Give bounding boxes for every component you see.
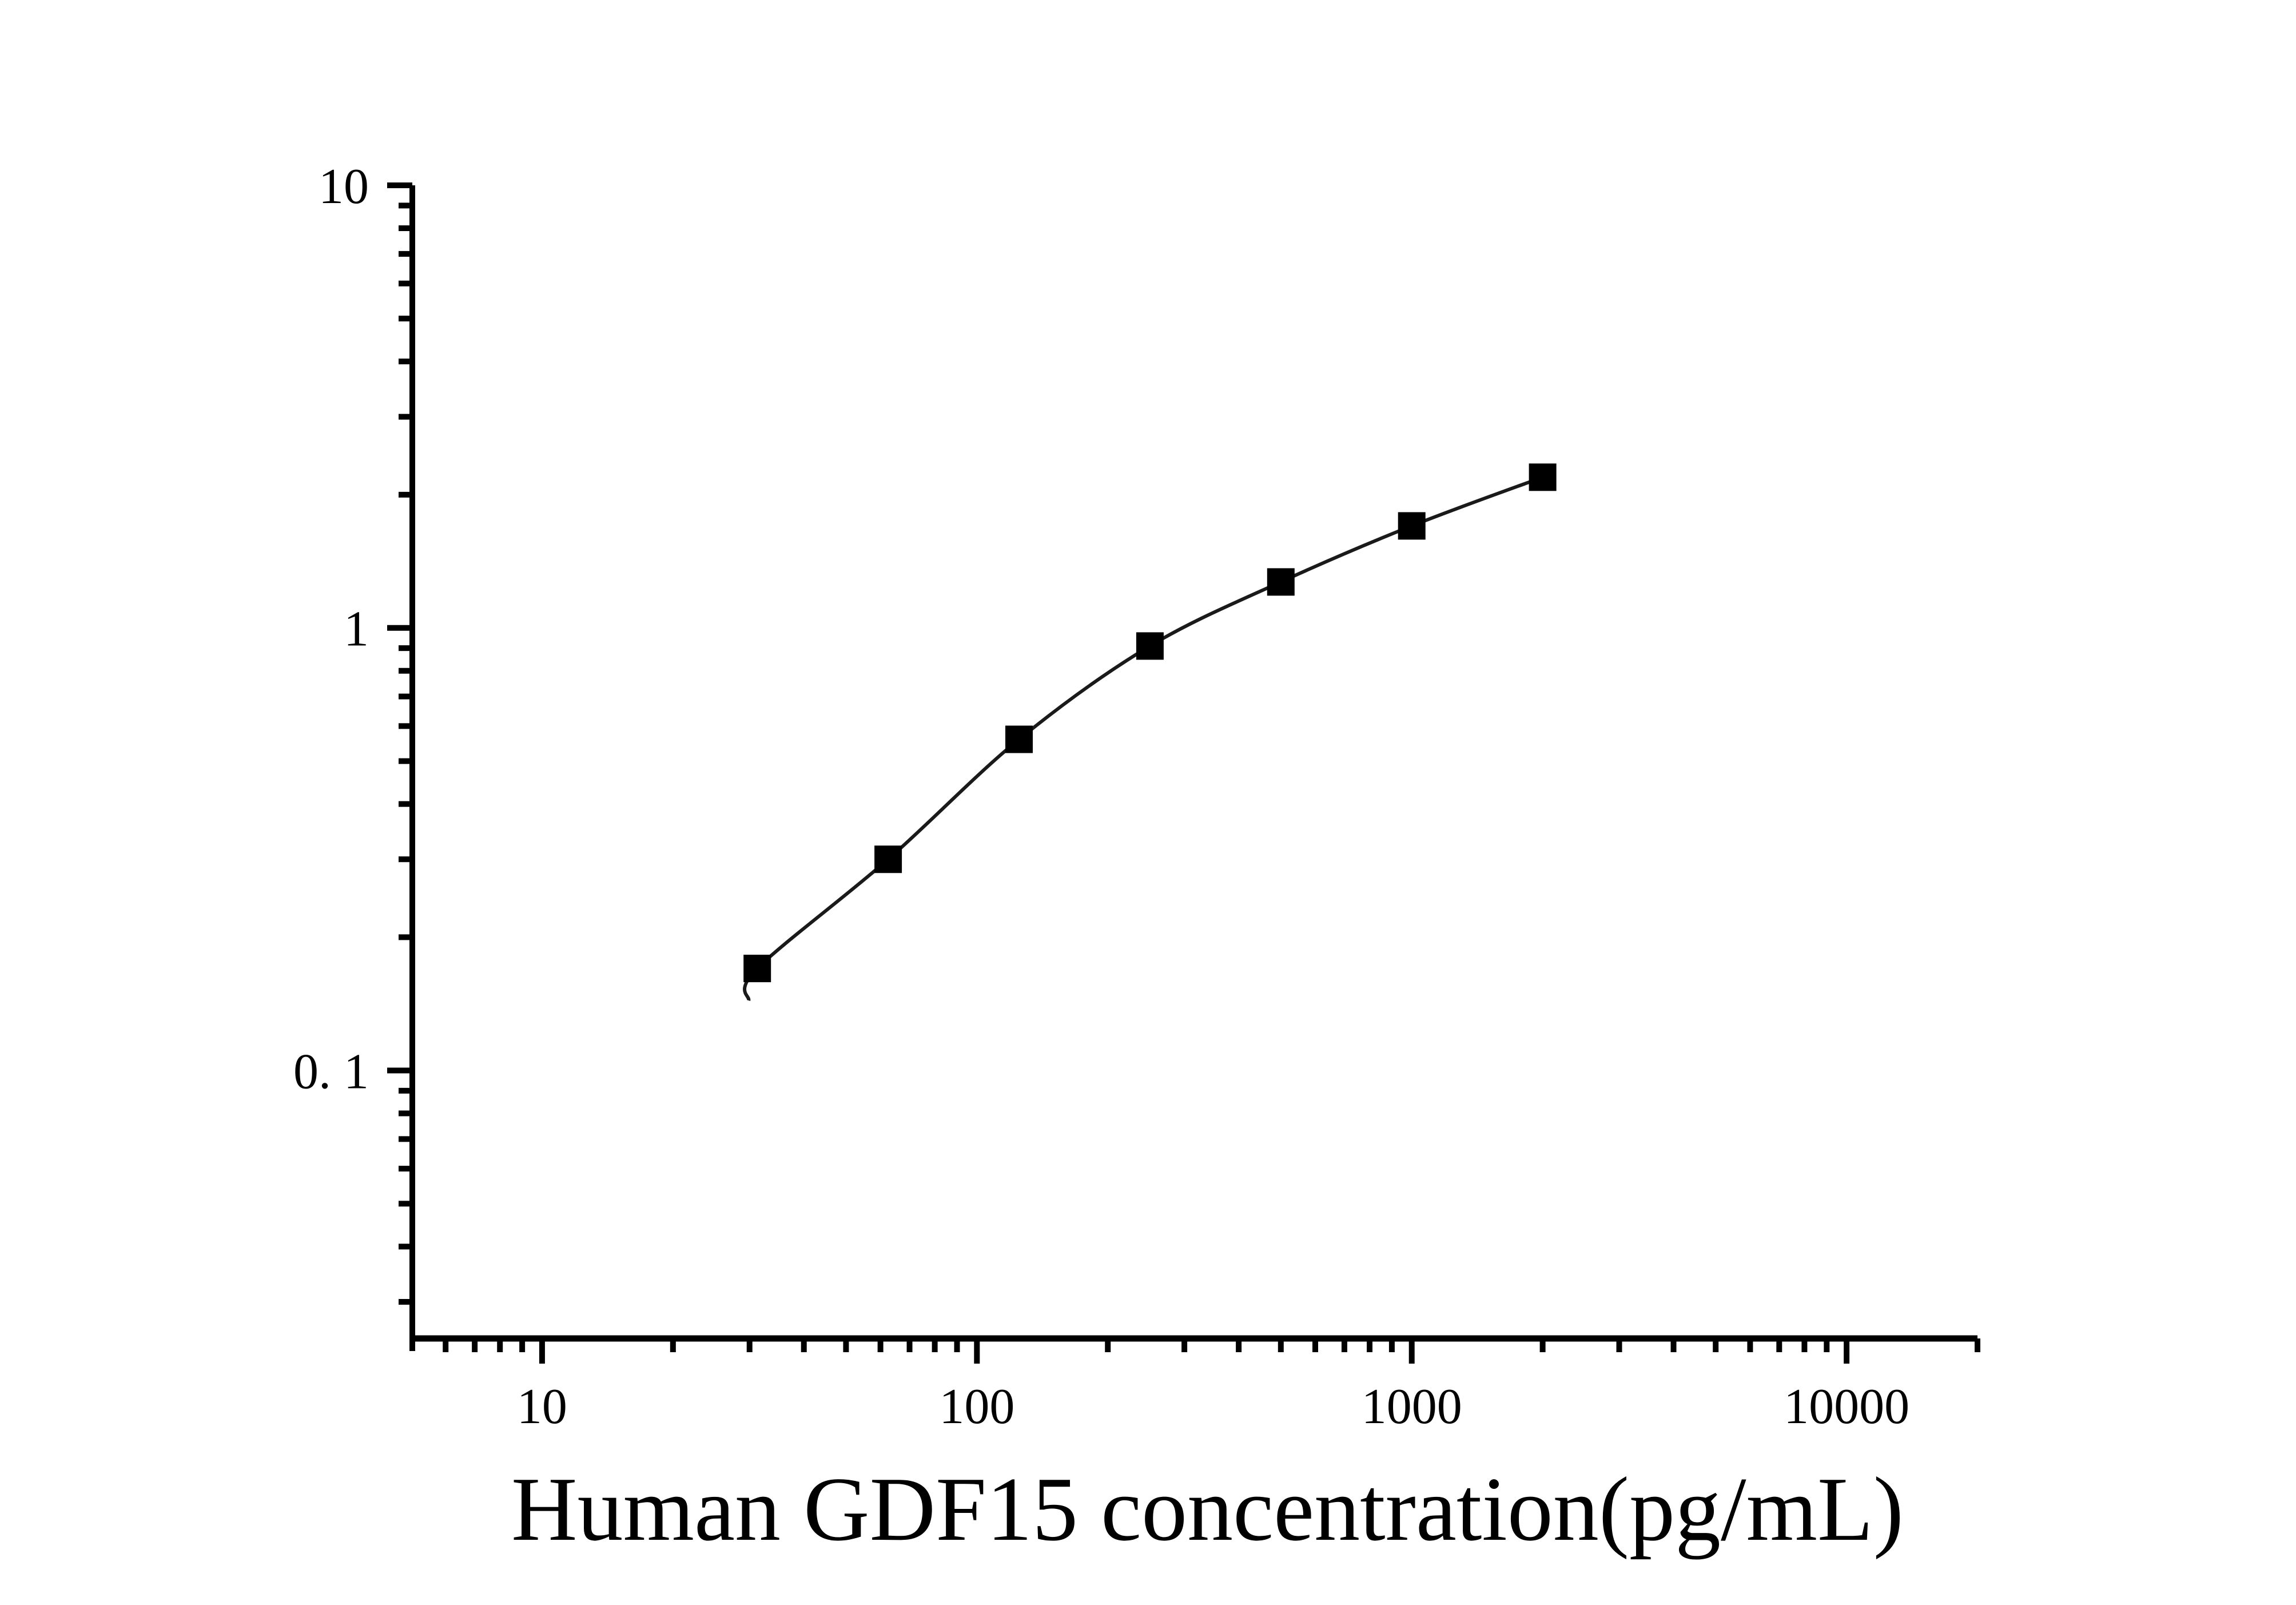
data-point-marker (1136, 632, 1164, 660)
axis-ticks (387, 182, 1980, 1364)
data-point-marker (1267, 568, 1295, 596)
data-point-marker (1398, 512, 1426, 540)
data-point-marker (743, 955, 771, 983)
data-point-marker (874, 845, 902, 873)
x-axis-title: Human GDF15 concentration(pg/mL) (511, 1458, 1904, 1560)
axes (409, 185, 1977, 1351)
x-tick-label: 100 (939, 1379, 1014, 1435)
data-point-marker (1005, 725, 1033, 753)
axis-tick-labels: 10 100 1000 10000 10 1 0. 1 (293, 159, 1909, 1435)
x-tick-label: 1000 (1362, 1379, 1462, 1435)
x-tick-label: 10000 (1784, 1379, 1909, 1435)
y-tick-label: 1 (344, 602, 369, 657)
y-tick-label: 10 (319, 159, 369, 214)
fit-curve-line (743, 475, 1543, 1001)
x-tick-label: 10 (517, 1379, 567, 1435)
data-points (743, 463, 1557, 983)
y-tick-label: 0. 1 (293, 1044, 369, 1099)
data-point-marker (1529, 463, 1557, 491)
